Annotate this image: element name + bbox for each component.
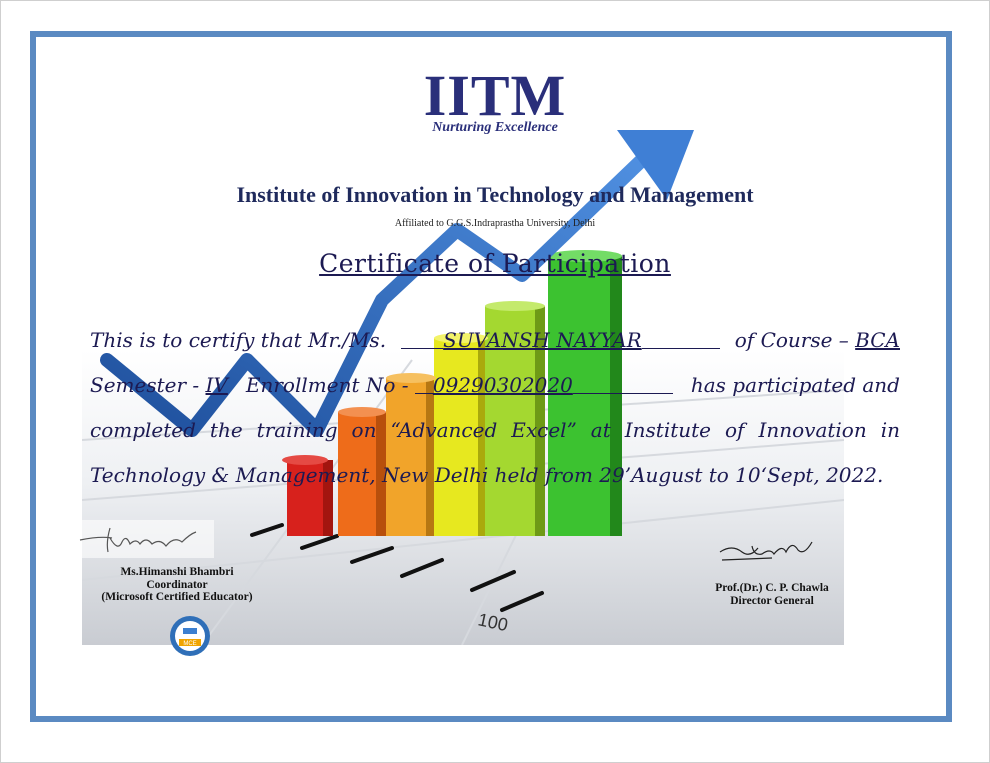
participant-name: SUVANSH NAYYAR	[443, 328, 642, 352]
enrollment-label: Enrollment No -	[245, 373, 409, 397]
name-blank-left	[401, 328, 444, 349]
left-signatory-name: Ms.Himanshi Bhambri	[120, 566, 234, 578]
left-signatory-block: Ms.Himanshi Bhambri Coordinator (Microso…	[72, 566, 282, 604]
affiliation-text: Affiliated to G.G.S.Indraprastha Univers…	[394, 218, 596, 229]
logo-tagline: Nurturing Excellence	[432, 120, 558, 135]
left-signature-image	[79, 527, 197, 553]
certificate-body: This is to certify that Mr./Ms. SUVANSH …	[90, 318, 900, 498]
iitm-logo: IITM Nurturing Excellence	[390, 63, 600, 136]
certify-prefix: This is to certify that Mr./Ms.	[90, 328, 387, 352]
logo-letters: IITM	[423, 63, 567, 128]
semester-value: IV	[205, 373, 228, 397]
left-signatory-role: Coordinator	[146, 578, 208, 591]
semester-label: Semester -	[90, 373, 200, 397]
badge-label: MCE	[183, 641, 196, 647]
body-line-3: completed the training on “Advanced Exce…	[90, 408, 900, 453]
right-signatory-role: Director General	[730, 594, 814, 607]
left-signatory-credential: (Microsoft Certified Educator)	[101, 591, 253, 603]
body-line-1: This is to certify that Mr./Ms. SUVANSH …	[90, 318, 900, 363]
right-signatory-block: Prof.(Dr.) C. P. Chawla Director General	[692, 582, 852, 607]
right-signature-image	[719, 541, 813, 561]
participated-text: has participated and	[690, 373, 900, 397]
mce-badge-icon: MCE	[170, 616, 210, 656]
enrollment-blank-left	[414, 373, 433, 394]
body-line-4: Technology & Management, New Delhi held …	[90, 453, 900, 498]
left-signature-box	[66, 520, 214, 558]
certificate-title: Certificate of Participation	[319, 249, 671, 278]
enrollment-blank-right	[572, 373, 673, 394]
enrollment-value: 09290302020	[432, 373, 573, 397]
training-text: completed the training on “Advanced Exce…	[90, 418, 900, 442]
dates-text: Technology & Management, New Delhi held …	[90, 463, 884, 487]
body-line-2: Semester - IV Enrollment No - 0929030202…	[90, 363, 900, 408]
course-value: BCA	[855, 328, 900, 352]
institute-name: Institute of Innovation in Technology an…	[236, 182, 754, 207]
right-signatory-name: Prof.(Dr.) C. P. Chawla	[715, 582, 829, 594]
name-blank-right	[641, 328, 720, 349]
course-label: of Course –	[734, 328, 849, 352]
